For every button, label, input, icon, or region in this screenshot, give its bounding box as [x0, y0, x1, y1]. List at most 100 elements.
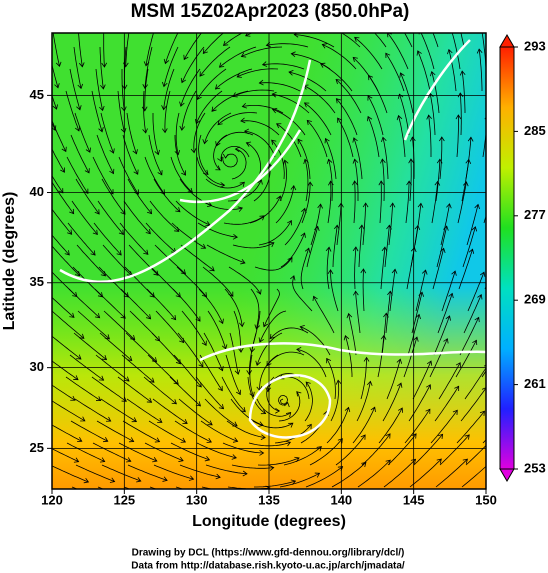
streamline: [439, 137, 443, 180]
streamline: [199, 354, 223, 391]
streamline: [320, 63, 353, 92]
streamline-arrow: [136, 477, 142, 483]
streamline-arrow: [326, 158, 333, 164]
streamline: [118, 442, 158, 462]
streamline: [439, 434, 470, 466]
streamline-arrow: [380, 158, 386, 164]
streamline: [174, 135, 186, 176]
streamline: [221, 376, 246, 412]
streamline: [428, 115, 432, 157]
streamline: [52, 400, 86, 422]
streamline: [383, 459, 416, 488]
streamline-arrow: [209, 266, 215, 272]
streamline: [233, 310, 242, 353]
streamline: [95, 68, 103, 111]
streamline: [67, 222, 96, 256]
streamline-arrow: [218, 318, 224, 325]
streamline-arrow: [78, 62, 85, 68]
streamline-arrow: [101, 355, 108, 361]
streamline-arrow: [288, 422, 294, 428]
streamline: [174, 420, 212, 443]
streamline: [248, 441, 291, 447]
streamline: [263, 288, 281, 327]
credit: Data from http://database.rish.kyoto-u.a…: [131, 561, 405, 572]
streamline: [232, 89, 275, 97]
streamline: [204, 112, 232, 144]
streamline-arrow: [481, 387, 486, 393]
streamline-arrow: [214, 84, 221, 90]
streamline-arrow: [425, 408, 431, 414]
streamline-arrow: [220, 182, 226, 188]
streamline-arrow: [445, 315, 451, 321]
streamline: [52, 181, 75, 214]
streamline: [259, 354, 279, 391]
streamline: [178, 398, 213, 426]
streamline: [145, 222, 176, 253]
streamline-arrow: [161, 105, 167, 111]
streamline-arrow: [258, 79, 264, 86]
streamline-arrow: [154, 437, 161, 443]
streamline-arrow: [335, 78, 341, 85]
streamline: [65, 376, 101, 401]
streamline: [306, 226, 319, 268]
streamline-arrow: [411, 433, 417, 439]
streamline: [122, 134, 139, 175]
streamline-arrow: [198, 362, 204, 368]
streamline: [355, 291, 361, 334]
streamline-arrow: [258, 421, 264, 427]
streamline-arrow: [255, 360, 261, 367]
streamline-arrow: [124, 376, 130, 382]
streamline: [327, 181, 332, 224]
streamline: [417, 50, 431, 92]
streamline-arrow: [260, 409, 267, 415]
streamline-arrow: [290, 185, 297, 191]
streamline: [434, 386, 460, 422]
streamline: [330, 269, 339, 312]
streamline: [491, 71, 492, 113]
streamline-arrow: [397, 382, 403, 388]
streamline: [144, 46, 153, 89]
streamline-arrow: [174, 149, 181, 156]
streamline-arrow: [352, 158, 359, 164]
streamline: [148, 134, 163, 175]
streamline-arrow: [324, 137, 330, 144]
streamline: [413, 434, 443, 466]
streamline-arrow: [70, 395, 76, 401]
streamline-arrow: [132, 149, 138, 155]
streamline: [254, 257, 293, 271]
streamline: [451, 33, 461, 70]
streamline: [332, 225, 338, 268]
streamline-arrow: [240, 407, 246, 413]
streamline-arrow: [60, 167, 66, 173]
streamline-arrow: [366, 380, 373, 386]
streamline-arrow: [410, 136, 416, 142]
streamline: [328, 159, 333, 202]
streamline: [246, 142, 262, 180]
streamline: [97, 200, 124, 235]
streamline: [92, 156, 114, 195]
streamline: [175, 200, 211, 226]
streamline-arrow: [328, 180, 334, 186]
streamline: [240, 120, 280, 136]
streamline-arrow: [368, 74, 374, 81]
streamline-arrow: [173, 379, 179, 385]
streamline-arrow: [383, 312, 389, 318]
streamline: [52, 148, 65, 173]
streamline-arrow: [396, 358, 403, 364]
streamline-arrow: [299, 325, 305, 331]
streamline: [297, 138, 311, 180]
streamline-arrow: [202, 48, 208, 55]
streamline-arrow: [222, 40, 229, 46]
streamline-arrow: [361, 461, 367, 468]
streamline: [154, 244, 186, 275]
streamline: [252, 420, 294, 429]
streamline: [432, 33, 439, 48]
streamline: [249, 354, 254, 397]
streamline: [197, 68, 227, 100]
streamline-arrow: [254, 324, 260, 330]
streamline-arrow: [304, 247, 311, 253]
streamline-arrow: [455, 114, 462, 120]
streamline: [224, 288, 243, 327]
streamline-arrow: [413, 336, 419, 342]
streamline: [102, 244, 132, 277]
